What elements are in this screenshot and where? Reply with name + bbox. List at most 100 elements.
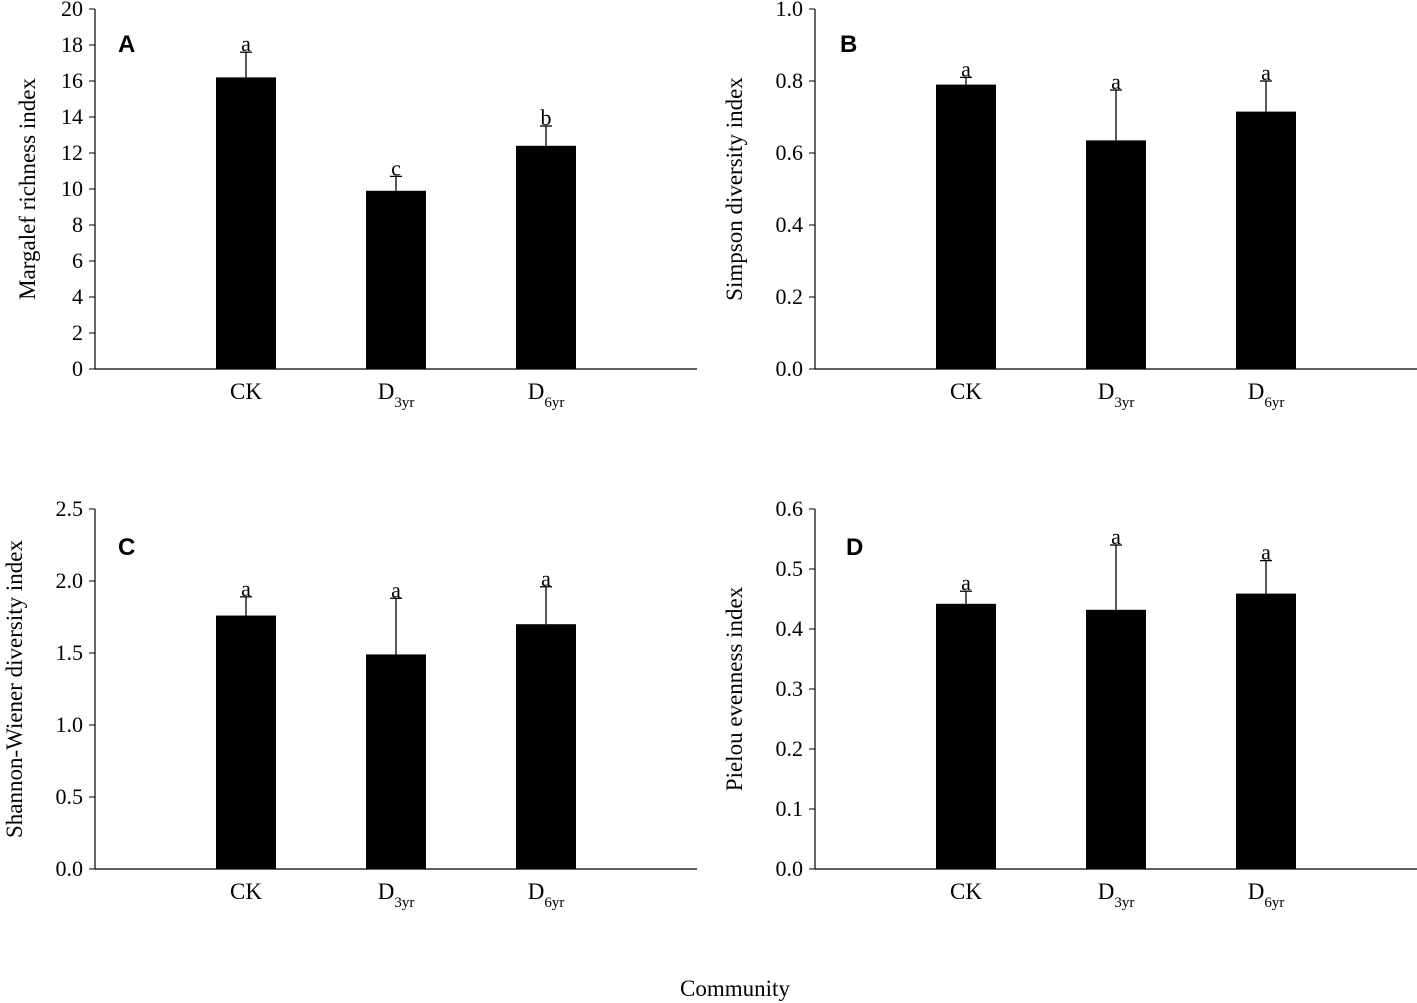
y-tick-label: 0.0 bbox=[56, 856, 84, 881]
significance-label: a bbox=[1111, 524, 1121, 549]
category-subscript: 3yr bbox=[394, 395, 414, 411]
y-tick-label: 1.5 bbox=[56, 640, 84, 665]
y-tick-label: 20 bbox=[61, 0, 83, 21]
y-tick-label: 10 bbox=[61, 176, 83, 201]
category-main: CK bbox=[950, 379, 982, 404]
bar bbox=[936, 603, 996, 869]
significance-label: a bbox=[1261, 60, 1271, 85]
significance-label: a bbox=[961, 56, 971, 81]
significance-label: a bbox=[1111, 69, 1121, 94]
significance-label: a bbox=[541, 566, 551, 591]
x-axis-title: Community bbox=[680, 976, 790, 1001]
category-subscript: 6yr bbox=[544, 395, 564, 411]
category-label: D3yr bbox=[1098, 879, 1135, 911]
significance-label: a bbox=[241, 31, 251, 56]
y-tick-label: 1.0 bbox=[56, 712, 84, 737]
y-tick-label: 16 bbox=[61, 68, 83, 93]
category-main: D bbox=[378, 379, 395, 404]
y-tick-label: 1.0 bbox=[776, 0, 804, 21]
y-tick-label: 0.1 bbox=[776, 796, 804, 821]
bar bbox=[516, 145, 576, 369]
category-label: CK bbox=[950, 379, 982, 404]
y-tick-label: 0.6 bbox=[776, 140, 804, 165]
y-tick-label: 0.8 bbox=[776, 68, 804, 93]
category-main: CK bbox=[230, 379, 262, 404]
y-tick-label: 12 bbox=[61, 140, 83, 165]
y-tick-label: 0.2 bbox=[776, 736, 804, 761]
bar bbox=[216, 615, 276, 869]
y-axis-title: Pielou evenness index bbox=[722, 586, 747, 791]
bar bbox=[216, 77, 276, 370]
panels: 0 2 4 6 8 10 12 14 16 18 20 Margalef richness index… bbox=[2, 0, 1417, 911]
category-subscript: 3yr bbox=[1114, 895, 1134, 911]
category-main: CK bbox=[230, 879, 262, 904]
y-axis-title: Margalef richness index bbox=[15, 78, 40, 300]
category-label: CK bbox=[230, 879, 262, 904]
category-main: D bbox=[1098, 379, 1115, 404]
y-tick-label: 0.4 bbox=[776, 212, 804, 237]
category-main: D bbox=[1248, 879, 1265, 904]
category-main: D bbox=[528, 879, 545, 904]
panel-letter: C bbox=[118, 534, 135, 561]
bar bbox=[366, 654, 426, 869]
y-tick-label: 0.4 bbox=[776, 616, 804, 641]
category-main: CK bbox=[950, 879, 982, 904]
bar bbox=[1086, 609, 1146, 869]
category-main: D bbox=[1248, 379, 1265, 404]
y-tick-label: 14 bbox=[61, 104, 83, 129]
y-tick-label: 2 bbox=[72, 320, 83, 345]
y-tick-label: 18 bbox=[61, 32, 83, 57]
significance-label: b bbox=[541, 105, 552, 130]
category-main: D bbox=[378, 879, 395, 904]
y-tick-label: 0.0 bbox=[776, 856, 804, 881]
y-tick-label: 0.5 bbox=[776, 556, 804, 581]
y-tick-label: 2.5 bbox=[56, 496, 84, 521]
y-tick-label: 2.0 bbox=[56, 568, 84, 593]
category-subscript: 6yr bbox=[1264, 895, 1284, 911]
y-tick-label: 0.6 bbox=[776, 496, 804, 521]
y-tick-label: 0.0 bbox=[776, 356, 804, 381]
category-label: CK bbox=[950, 879, 982, 904]
panel-letter: A bbox=[118, 31, 135, 58]
bar bbox=[1236, 593, 1296, 869]
category-main: D bbox=[528, 379, 545, 404]
category-subscript: 6yr bbox=[1264, 395, 1284, 411]
bar bbox=[1236, 111, 1296, 369]
y-tick-label: 0.2 bbox=[776, 284, 804, 309]
panel-a: 0 2 4 6 8 10 12 14 16 18 20 Margalef richness index… bbox=[15, 0, 697, 411]
panel-d: 0.0 0.1 0.2 0.3 0.4 0.5 0.6 Pielou evenness ind… bbox=[722, 496, 1417, 911]
category-label: CK bbox=[230, 379, 262, 404]
significance-label: c bbox=[391, 155, 401, 180]
bar bbox=[516, 624, 576, 869]
panel-c: 0.0 0.5 1.0 1.5 2.0 2.5 Shannon-Wiener diversi… bbox=[2, 496, 697, 911]
significance-label: a bbox=[1261, 540, 1271, 565]
panel-letter: B bbox=[840, 31, 857, 58]
panel-letter: D bbox=[846, 534, 863, 561]
y-tick-label: 6 bbox=[72, 248, 83, 273]
category-label: D3yr bbox=[378, 879, 415, 911]
y-tick-label: 4 bbox=[72, 284, 83, 309]
category-subscript: 3yr bbox=[1114, 395, 1134, 411]
category-label: D6yr bbox=[1248, 879, 1285, 911]
y-tick-label: 0 bbox=[72, 356, 83, 381]
significance-label: a bbox=[241, 576, 251, 601]
y-axis-title: Shannon-Wiener diversity index bbox=[2, 540, 27, 839]
category-main: D bbox=[1098, 879, 1115, 904]
significance-label: a bbox=[391, 577, 401, 602]
bar bbox=[366, 190, 426, 369]
y-tick-label: 0.5 bbox=[56, 784, 84, 809]
y-tick-label: 0.3 bbox=[776, 676, 804, 701]
category-label: D6yr bbox=[528, 379, 565, 411]
category-subscript: 3yr bbox=[394, 895, 414, 911]
category-label: D3yr bbox=[1098, 379, 1135, 411]
y-tick-label: 8 bbox=[72, 212, 83, 237]
y-axis-title: Simpson diversity index bbox=[722, 77, 747, 301]
category-label: D3yr bbox=[378, 379, 415, 411]
bar bbox=[936, 84, 996, 369]
category-label: D6yr bbox=[1248, 379, 1285, 411]
panel-b: 0.0 0.2 0.4 0.6 0.8 1.0 Simpson diversity inde… bbox=[722, 0, 1417, 411]
category-subscript: 6yr bbox=[544, 895, 564, 911]
category-label: D6yr bbox=[528, 879, 565, 911]
bar bbox=[1086, 140, 1146, 369]
